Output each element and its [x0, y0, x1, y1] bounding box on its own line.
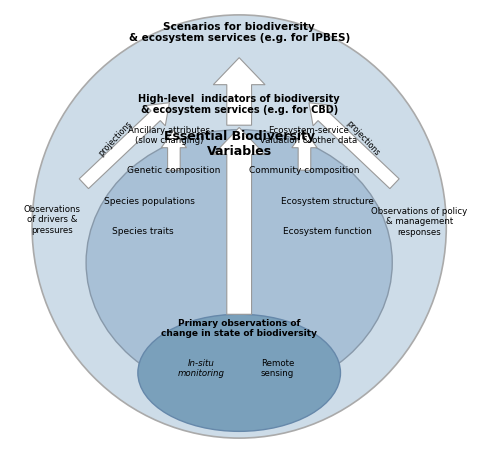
Text: Community composition: Community composition — [249, 166, 360, 175]
FancyArrow shape — [79, 103, 169, 188]
Text: projections: projections — [97, 119, 134, 158]
Ellipse shape — [138, 314, 340, 431]
Text: In-situ
monitoring: In-situ monitoring — [178, 359, 225, 378]
Text: Remote
sensing: Remote sensing — [261, 359, 294, 378]
FancyArrow shape — [213, 58, 265, 125]
Text: Scenarios for biodiversity
& ecosystem services (e.g. for IPBES): Scenarios for biodiversity & ecosystem s… — [129, 22, 350, 43]
Ellipse shape — [32, 15, 446, 438]
Text: Ecosystem-service
valuation & other data: Ecosystem-service valuation & other data — [260, 126, 358, 145]
Text: Ecosystem structure: Ecosystem structure — [280, 197, 373, 206]
Text: Observations of policy
& management
responses: Observations of policy & management resp… — [371, 207, 468, 237]
Text: Ancillary attributes
(slow changing): Ancillary attributes (slow changing) — [128, 126, 210, 145]
Text: Primary observations of
change in state of biodiversity: Primary observations of change in state … — [161, 319, 317, 338]
Text: Species populations: Species populations — [104, 197, 194, 206]
Text: Observations
of drivers &
pressures: Observations of drivers & pressures — [24, 205, 81, 235]
FancyArrow shape — [213, 127, 265, 314]
Text: Essential Biodiversity
Variables: Essential Biodiversity Variables — [164, 130, 315, 158]
FancyArrow shape — [292, 130, 317, 170]
FancyArrow shape — [161, 130, 187, 170]
Text: High-level  indicators of biodiversity
& ecosystem services (e.g. for CBD): High-level indicators of biodiversity & … — [138, 94, 340, 115]
Text: Ecosystem function: Ecosystem function — [283, 226, 372, 236]
FancyArrow shape — [309, 103, 399, 188]
Text: Species traits: Species traits — [111, 226, 173, 236]
Text: projections: projections — [345, 119, 382, 158]
Ellipse shape — [86, 130, 392, 395]
Text: Genetic composition: Genetic composition — [127, 166, 221, 175]
